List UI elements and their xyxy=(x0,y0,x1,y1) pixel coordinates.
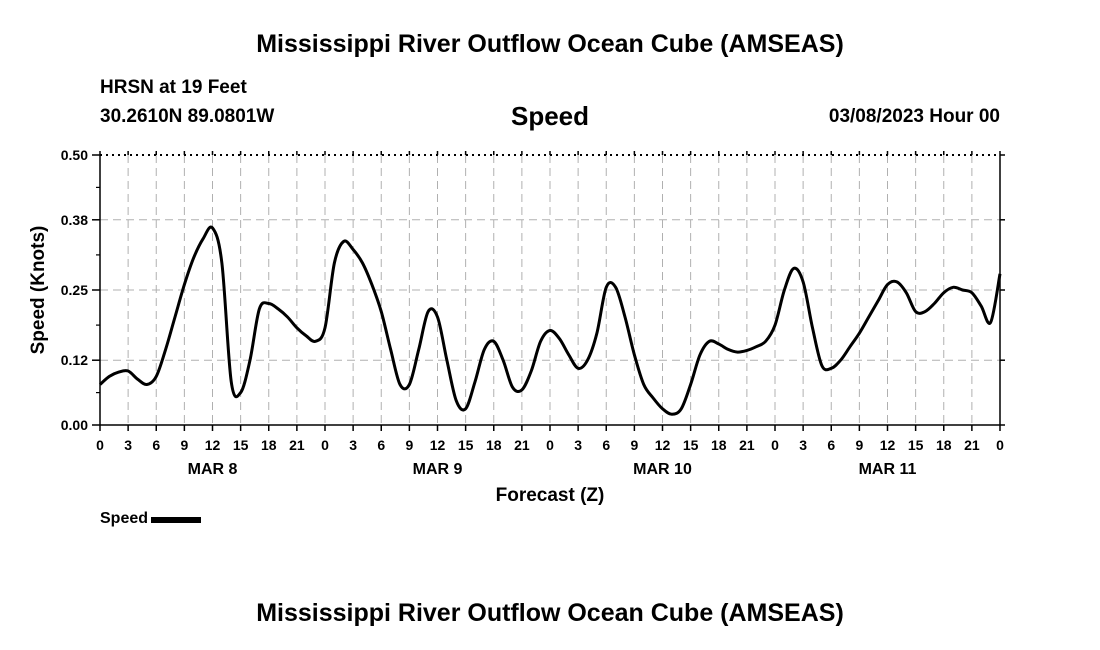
y-axis-label: Speed (Knots) xyxy=(28,226,49,355)
x-tick-label: 6 xyxy=(827,437,835,453)
x-tick-label: 15 xyxy=(908,437,924,453)
y-tick-label: 0.00 xyxy=(61,417,88,433)
x-tick-label: 18 xyxy=(261,437,277,453)
page-title: Mississippi River Outflow Ocean Cube (AM… xyxy=(256,30,844,58)
legend-line-swatch xyxy=(151,517,202,523)
legend-label: Speed xyxy=(100,510,149,527)
x-tick-label: 9 xyxy=(630,437,638,453)
x-tick-label: 6 xyxy=(602,437,610,453)
x-tick-label: 3 xyxy=(799,437,807,453)
y-tick-label: 0.50 xyxy=(61,147,88,163)
day-label: MAR 10 xyxy=(633,461,692,478)
x-tick-label: 21 xyxy=(514,437,530,453)
x-tick-label: 18 xyxy=(936,437,952,453)
x-tick-label: 0 xyxy=(771,437,779,453)
x-tick-label: 3 xyxy=(574,437,582,453)
day-label: MAR 8 xyxy=(188,461,238,478)
x-tick-label: 21 xyxy=(964,437,980,453)
x-tick-label: 9 xyxy=(855,437,863,453)
x-tick-label: 12 xyxy=(430,437,446,453)
series-line-speed xyxy=(99,225,1002,416)
x-tick-label: 18 xyxy=(711,437,727,453)
x-tick-label: 6 xyxy=(377,437,385,453)
x-tick-label: 0 xyxy=(96,437,104,453)
x-tick-label: 3 xyxy=(124,437,132,453)
x-tick-label: 0 xyxy=(996,437,1004,453)
chart-title: Speed xyxy=(510,101,590,131)
y-tick-label: 0.38 xyxy=(61,212,88,228)
y-tick-label: 0.25 xyxy=(61,282,88,298)
x-tick-label: 15 xyxy=(233,437,249,453)
x-tick-label: 15 xyxy=(458,437,474,453)
x-axis-label: Forecast (Z) xyxy=(496,485,605,506)
forecast-datetime: 03/08/2023 Hour 00 xyxy=(828,106,1000,127)
x-tick-label: 12 xyxy=(655,437,671,453)
x-tick-label: 21 xyxy=(739,437,755,453)
x-tick-label: 9 xyxy=(180,437,188,453)
x-tick-label: 3 xyxy=(349,437,357,453)
x-tick-label: 0 xyxy=(546,437,554,453)
x-tick-label: 21 xyxy=(289,437,305,453)
y-tick-label: 0.12 xyxy=(61,352,88,368)
legend: Speed xyxy=(100,510,202,528)
x-tick-label: 18 xyxy=(486,437,502,453)
coordinates-label: 30.2610N 89.0801W xyxy=(100,106,275,127)
x-tick-label: 12 xyxy=(205,437,221,453)
x-tick-label: 0 xyxy=(321,437,329,453)
x-tick-label: 15 xyxy=(683,437,699,453)
footer-title: Mississippi River Outflow Ocean Cube (AM… xyxy=(256,599,844,627)
x-tick-label: 9 xyxy=(405,437,413,453)
day-label: MAR 9 xyxy=(413,461,463,478)
day-label: MAR 11 xyxy=(859,461,917,478)
x-tick-label: 6 xyxy=(152,437,160,453)
station-label: HRSN at 19 Feet xyxy=(100,77,247,98)
x-tick-label: 12 xyxy=(880,437,896,453)
